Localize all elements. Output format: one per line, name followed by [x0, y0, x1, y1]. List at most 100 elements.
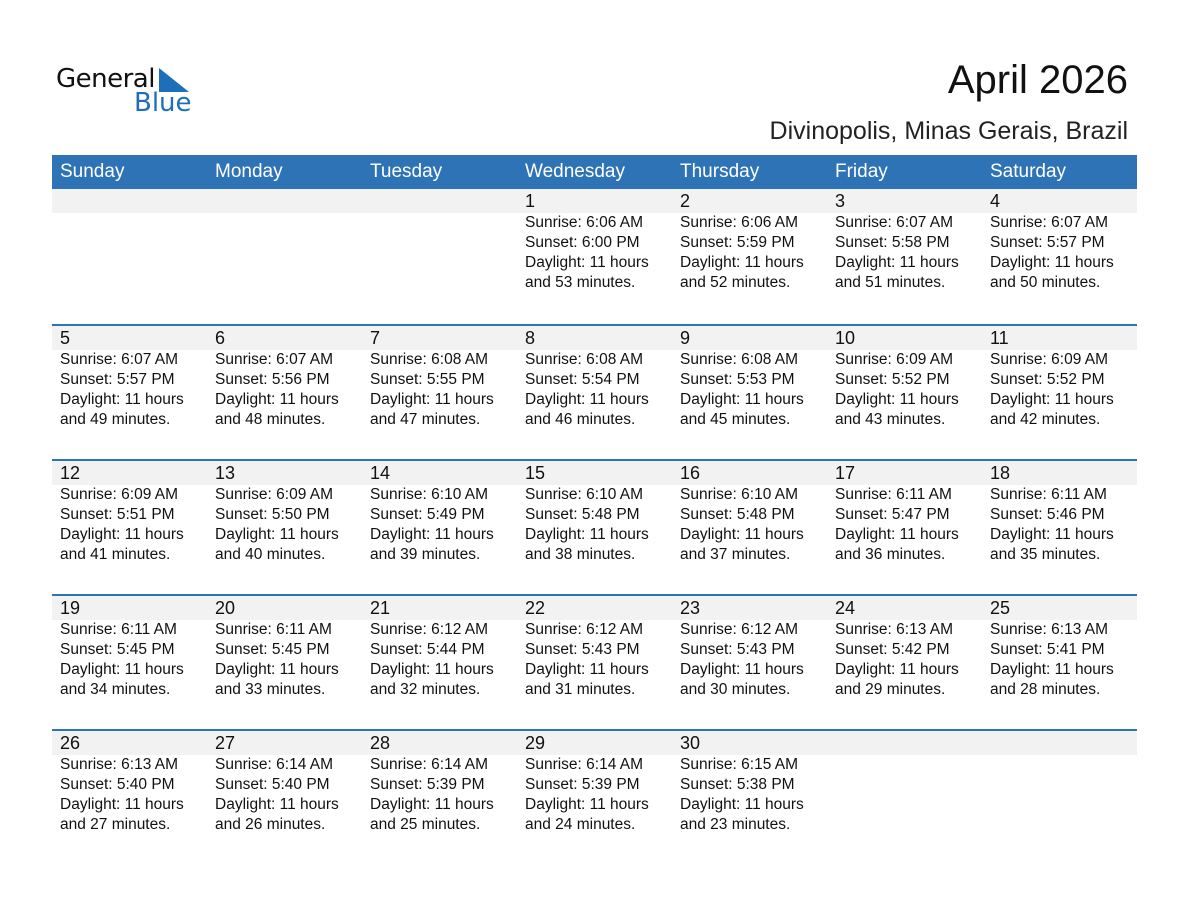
sunrise-text: Sunrise: 6:09 AM [215, 486, 334, 503]
daylight1-text: Daylight: 11 hours [370, 796, 494, 813]
daylight2-text: and 49 minutes. [60, 411, 171, 428]
day-number: 22 [525, 598, 546, 618]
sunrise-text: Sunrise: 6:15 AM [680, 756, 799, 773]
day-cell: 2 Sunrise: 6:06 AM Sunset: 5:59 PM Daylight… [672, 189, 827, 293]
daylight2-text: and 36 minutes. [835, 546, 946, 563]
day-cell: 26 Sunrise: 6:13 AM Sunset: 5:40 PM Dayligh… [52, 731, 207, 835]
day-cell: 27 Sunrise: 6:14 AM Sunset: 5:40 PM Dayligh… [207, 731, 362, 835]
sunrise-text: Sunrise: 6:14 AM [525, 756, 644, 773]
daylight2-text: and 34 minutes. [60, 681, 171, 698]
sunset-text: Sunset: 5:57 PM [60, 371, 175, 388]
sunrise-text: Sunrise: 6:09 AM [990, 351, 1109, 368]
sunrise-text: Sunrise: 6:10 AM [680, 486, 799, 503]
day-number: 18 [990, 463, 1011, 483]
day-number: 29 [525, 733, 546, 753]
day-cell: 25 Sunrise: 6:13 AM Sunset: 5:41 PM Dayligh… [982, 596, 1137, 700]
day-number: 17 [835, 463, 856, 483]
day-number: 12 [60, 463, 81, 483]
day-number: 30 [680, 733, 701, 753]
daylight1-text: Daylight: 11 hours [680, 526, 804, 543]
day-cell: 30 Sunrise: 6:15 AM Sunset: 5:38 PM Dayligh… [672, 731, 827, 835]
day-number-band [52, 461, 1137, 485]
sunset-text: Sunset: 5:54 PM [525, 371, 640, 388]
sunrise-text: Sunrise: 6:07 AM [835, 214, 954, 231]
sunrise-text: Sunrise: 6:11 AM [990, 486, 1107, 503]
calendar-grid: Sunday Monday Tuesday Wednesday Thursday Frid… [52, 155, 1137, 864]
daylight1-text: Daylight: 11 hours [525, 661, 649, 678]
daylight1-text: Daylight: 11 hours [60, 661, 184, 678]
sunrise-text: Sunrise: 6:14 AM [215, 756, 334, 773]
sunrise-text: Sunrise: 6:12 AM [680, 621, 799, 638]
daylight2-text: and 28 minutes. [990, 681, 1101, 698]
sunrise-text: Sunrise: 6:11 AM [60, 621, 177, 638]
day-number: 25 [990, 598, 1011, 618]
day-cell: 11 Sunrise: 6:09 AM Sunset: 5:52 PM Dayligh… [982, 326, 1137, 430]
logo-text-general: General [56, 64, 155, 94]
week-row: 1 Sunrise: 6:06 AM Sunset: 6:00 PM Daylight… [52, 189, 1137, 324]
day-number: 2 [680, 191, 691, 211]
sunrise-text: Sunrise: 6:13 AM [835, 621, 954, 638]
logo-triangle-icon [159, 68, 189, 92]
empty-day-cell [362, 189, 517, 293]
daylight2-text: and 43 minutes. [835, 411, 946, 428]
sunset-text: Sunset: 5:52 PM [835, 371, 950, 388]
daylight2-text: and 53 minutes. [525, 274, 636, 291]
day-number: 3 [835, 191, 846, 211]
day-cell: 28 Sunrise: 6:14 AM Sunset: 5:39 PM Dayligh… [362, 731, 517, 835]
day-number: 19 [60, 598, 81, 618]
daylight2-text: and 29 minutes. [835, 681, 946, 698]
sunrise-text: Sunrise: 6:08 AM [370, 351, 489, 368]
weekday-tuesday: Tuesday [370, 161, 443, 182]
sunrise-text: Sunrise: 6:13 AM [990, 621, 1109, 638]
day-cell: 6 Sunrise: 6:07 AM Sunset: 5:56 PM Daylight… [207, 326, 362, 430]
daylight2-text: and 45 minutes. [680, 411, 791, 428]
daylight1-text: Daylight: 11 hours [215, 526, 339, 543]
page-title: April 2026 [947, 58, 1128, 102]
daylight1-text: Daylight: 11 hours [835, 526, 959, 543]
sunrise-text: Sunrise: 6:09 AM [60, 486, 179, 503]
daylight1-text: Daylight: 11 hours [990, 391, 1114, 408]
week-row: 26 Sunrise: 6:13 AM Sunset: 5:40 PM Dayligh… [52, 729, 1137, 864]
daylight2-text: and 39 minutes. [370, 546, 481, 563]
sunset-text: Sunset: 5:52 PM [990, 371, 1105, 388]
day-cell: 22 Sunrise: 6:12 AM Sunset: 5:43 PM Dayligh… [517, 596, 672, 700]
sunset-text: Sunset: 5:45 PM [60, 641, 175, 658]
day-cell: 9 Sunrise: 6:08 AM Sunset: 5:53 PM Daylight… [672, 326, 827, 430]
daylight1-text: Daylight: 11 hours [990, 254, 1114, 271]
day-cell: 7 Sunrise: 6:08 AM Sunset: 5:55 PM Daylight… [362, 326, 517, 430]
daylight2-text: and 42 minutes. [990, 411, 1101, 428]
day-cell: 3 Sunrise: 6:07 AM Sunset: 5:58 PM Daylight… [827, 189, 982, 293]
sunrise-text: Sunrise: 6:11 AM [215, 621, 332, 638]
daylight1-text: Daylight: 11 hours [370, 661, 494, 678]
day-number: 9 [680, 328, 691, 348]
daylight1-text: Daylight: 11 hours [835, 391, 959, 408]
sunset-text: Sunset: 5:42 PM [835, 641, 950, 658]
daylight2-text: and 26 minutes. [215, 816, 326, 833]
sunrise-text: Sunrise: 6:13 AM [60, 756, 179, 773]
daylight2-text: and 50 minutes. [990, 274, 1101, 291]
day-number: 27 [215, 733, 236, 753]
empty-day-cell [982, 731, 1137, 835]
day-cell: 14 Sunrise: 6:10 AM Sunset: 5:49 PM Dayligh… [362, 461, 517, 565]
sunrise-text: Sunrise: 6:12 AM [525, 621, 644, 638]
day-cell: 10 Sunrise: 6:09 AM Sunset: 5:52 PM Dayligh… [827, 326, 982, 430]
sunrise-text: Sunrise: 6:10 AM [370, 486, 489, 503]
day-cell: 16 Sunrise: 6:10 AM Sunset: 5:48 PM Dayligh… [672, 461, 827, 565]
day-number: 21 [370, 598, 391, 618]
day-cell: 5 Sunrise: 6:07 AM Sunset: 5:57 PM Daylight… [52, 326, 207, 430]
sunrise-text: Sunrise: 6:11 AM [835, 486, 952, 503]
sunrise-text: Sunrise: 6:07 AM [60, 351, 179, 368]
sunset-text: Sunset: 5:51 PM [60, 506, 175, 523]
daylight1-text: Daylight: 11 hours [370, 526, 494, 543]
day-number: 14 [370, 463, 391, 483]
logo: General Blue [56, 64, 196, 120]
daylight2-text: and 31 minutes. [525, 681, 636, 698]
sunset-text: Sunset: 5:39 PM [370, 776, 485, 793]
day-cell: 19 Sunrise: 6:11 AM Sunset: 5:45 PM Dayligh… [52, 596, 207, 700]
daylight1-text: Daylight: 11 hours [835, 661, 959, 678]
sunset-text: Sunset: 5:48 PM [680, 506, 795, 523]
day-cell: 21 Sunrise: 6:12 AM Sunset: 5:44 PM Dayligh… [362, 596, 517, 700]
day-number: 1 [525, 191, 536, 211]
day-number: 20 [215, 598, 236, 618]
sunset-text: Sunset: 5:40 PM [60, 776, 175, 793]
